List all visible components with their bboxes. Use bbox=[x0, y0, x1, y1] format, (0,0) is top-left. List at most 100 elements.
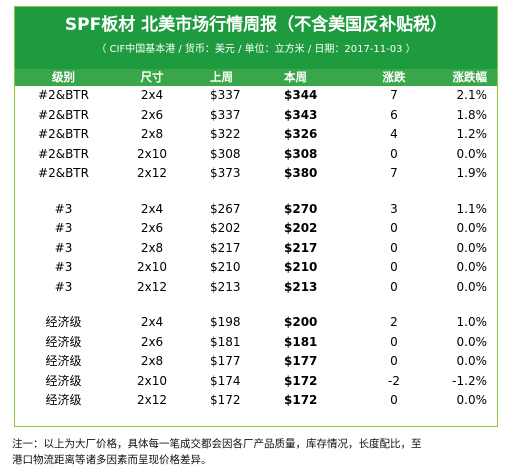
cell-change: 0 bbox=[390, 279, 398, 294]
cell-size: 2x8 bbox=[140, 354, 164, 368]
cell-size: 2x4 bbox=[140, 201, 164, 216]
row-group: #2&BTR 2x4 $337 $344 7 2.1% #2&BTR 2x6 $337 $343 6… bbox=[15, 86, 497, 184]
cell-this-week: $270 bbox=[284, 201, 318, 216]
table-row: #2&BTR 2x6 $337 $343 6 1.8% bbox=[15, 106, 497, 126]
cell-change: 6 bbox=[390, 107, 398, 122]
cell-this-week: $210 bbox=[284, 260, 318, 274]
cell-change: 7 bbox=[390, 88, 398, 102]
cell-change: 4 bbox=[390, 127, 398, 141]
table-row: #3 2x4 $267 $270 3 1.1% bbox=[15, 200, 497, 220]
cell-grade: #3 bbox=[54, 201, 73, 216]
cell-change: -2 bbox=[388, 373, 400, 388]
cell-change: 0 bbox=[390, 393, 398, 407]
cell-grade: 经济级 bbox=[45, 315, 82, 329]
cell-size: 2x10 bbox=[136, 373, 167, 388]
table-row: #3 2x10 $210 $210 0 0.0% bbox=[15, 258, 497, 278]
cell-last-week: $308 bbox=[210, 146, 241, 161]
table-row: #2&BTR 2x12 $373 $380 7 1.9% bbox=[15, 164, 497, 184]
cell-size: 2x4 bbox=[140, 315, 164, 329]
col-this-week: 本周 bbox=[284, 70, 307, 84]
cell-grade: #3 bbox=[54, 240, 73, 255]
footnote-line-2: 港口物流距离等诸多因素而呈现价格差异。 bbox=[12, 454, 212, 466]
footnote-line-1: 注一：以上为大厂价格，具体每一笔成交都会因各厂产品质量，库存情况，长度配比，至 bbox=[12, 438, 422, 450]
cell-size: 2x6 bbox=[140, 334, 164, 349]
cell-this-week: $380 bbox=[284, 166, 318, 180]
cell-this-week: $177 bbox=[284, 354, 318, 368]
footnote: 注一：以上为大厂价格，具体每一笔成交都会因各厂产品质量，库存情况，长度配比，至 … bbox=[12, 436, 502, 468]
cell-last-week: $174 bbox=[210, 373, 241, 388]
cell-size: 2x12 bbox=[136, 166, 167, 180]
table-row: 经济级 2x12 $172 $172 0 0.0% bbox=[15, 391, 497, 411]
cell-this-week: $202 bbox=[284, 221, 318, 235]
cell-size: 2x6 bbox=[140, 221, 164, 235]
cell-grade: #2&BTR bbox=[38, 88, 89, 102]
cell-size: 2x12 bbox=[136, 393, 167, 407]
cell-change-pct: 1.0% bbox=[456, 315, 488, 329]
cell-this-week: $326 bbox=[284, 127, 318, 141]
cell-grade: 经济级 bbox=[45, 393, 82, 407]
cell-change-pct: 1.8% bbox=[456, 107, 488, 122]
cell-change: 0 bbox=[390, 334, 398, 349]
cell-last-week: $172 bbox=[210, 393, 241, 407]
cell-this-week: $213 bbox=[284, 279, 318, 294]
cell-grade: 经济级 bbox=[45, 334, 82, 349]
cell-change-pct: 0.0% bbox=[456, 279, 488, 294]
cell-size: 2x8 bbox=[140, 127, 164, 141]
col-last-week: 上周 bbox=[210, 70, 233, 84]
group-spacer bbox=[15, 184, 497, 200]
cell-grade: #2&BTR bbox=[38, 127, 89, 141]
cell-last-week: $198 bbox=[210, 315, 241, 329]
table-row: #2&BTR 2x4 $337 $344 7 2.1% bbox=[15, 86, 497, 106]
cell-size: 2x8 bbox=[140, 240, 164, 255]
cell-grade: #2&BTR bbox=[38, 146, 89, 161]
table-row: #3 2x8 $217 $217 0 0.0% bbox=[15, 239, 497, 259]
cell-size: 2x12 bbox=[136, 279, 167, 294]
cell-change: 0 bbox=[390, 260, 398, 274]
cell-change-pct: 0.0% bbox=[456, 260, 488, 274]
cell-this-week: $172 bbox=[284, 393, 318, 407]
cell-size: 2x4 bbox=[140, 88, 164, 102]
cell-size: 2x6 bbox=[140, 107, 164, 122]
cell-grade: 经济级 bbox=[45, 354, 82, 368]
cell-change: 0 bbox=[390, 221, 398, 235]
cell-change-pct: 0.0% bbox=[456, 240, 488, 255]
page-title: SPF板材 北美市场行情周报（不含美国反补贴税） bbox=[64, 15, 448, 35]
cell-last-week: $213 bbox=[210, 279, 241, 294]
table-row: #2&BTR 2x8 $322 $326 4 1.2% bbox=[15, 125, 497, 145]
cell-this-week: $181 bbox=[284, 334, 318, 349]
cell-grade: #3 bbox=[54, 260, 73, 274]
price-table: SPF板材 北美市场行情周报（不含美国反补贴税） （ CIF中国基本港 / 货币… bbox=[14, 6, 498, 427]
cell-change-pct: 1.2% bbox=[456, 127, 488, 141]
cell-last-week: $202 bbox=[210, 221, 241, 235]
cell-last-week: $181 bbox=[210, 334, 241, 349]
cell-last-week: $210 bbox=[210, 260, 241, 274]
cell-this-week: $308 bbox=[284, 146, 318, 161]
cell-change-pct: 0.0% bbox=[456, 221, 488, 235]
table-row: #2&BTR 2x10 $308 $308 0 0.0% bbox=[15, 145, 497, 165]
cell-change-pct: 2.1% bbox=[456, 88, 488, 102]
table-row: #3 2x12 $213 $213 0 0.0% bbox=[15, 278, 497, 298]
cell-last-week: $322 bbox=[210, 127, 241, 141]
col-change-pct: 涨跌幅 bbox=[452, 70, 488, 84]
column-header-row: 级别 尺寸 上周 本周 涨跌 涨跌幅 bbox=[15, 69, 497, 86]
col-size: 尺寸 bbox=[140, 70, 164, 84]
cell-size: 2x10 bbox=[136, 260, 167, 274]
cell-this-week: $343 bbox=[284, 107, 318, 122]
cell-change-pct: 0.0% bbox=[456, 354, 488, 368]
cell-change: 0 bbox=[390, 240, 398, 255]
cell-change: 0 bbox=[390, 146, 398, 161]
cell-size: 2x10 bbox=[136, 146, 167, 161]
cell-change-pct: 0.0% bbox=[456, 334, 488, 349]
cell-change: 3 bbox=[390, 201, 398, 216]
cell-change-pct: -1.2% bbox=[452, 373, 487, 388]
cell-change-pct: 0.0% bbox=[456, 146, 488, 161]
cell-last-week: $177 bbox=[210, 354, 241, 368]
cell-this-week: $172 bbox=[284, 373, 318, 388]
table-body: #2&BTR 2x4 $337 $344 7 2.1% #2&BTR 2x6 $337 $343 6… bbox=[15, 86, 497, 411]
cell-last-week: $217 bbox=[210, 240, 241, 255]
cell-change-pct: 1.9% bbox=[456, 166, 488, 180]
table-row: 经济级 2x10 $174 $172 -2 -1.2% bbox=[15, 372, 497, 392]
table-header: SPF板材 北美市场行情周报（不含美国反补贴税） （ CIF中国基本港 / 货币… bbox=[15, 7, 497, 69]
cell-change: 7 bbox=[390, 166, 398, 180]
cell-last-week: $373 bbox=[210, 166, 241, 180]
